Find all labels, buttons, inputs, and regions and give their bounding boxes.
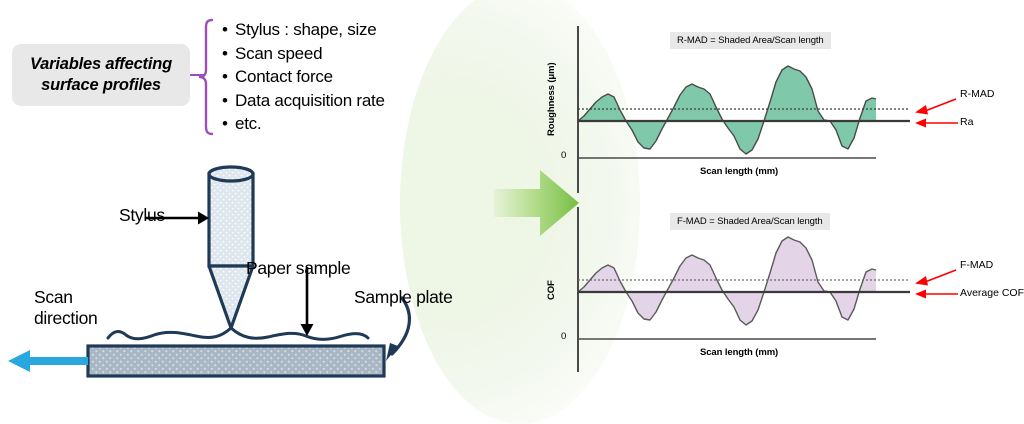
bullet-text: Contact force: [235, 67, 333, 86]
paper-sample-label-arrow-icon: [300, 267, 314, 336]
bullet-text: Scan speed: [235, 43, 323, 63]
process-arrow-icon: [494, 170, 579, 236]
stylus-body: [207, 165, 255, 330]
fmad-arrow-icon: [915, 269, 957, 286]
roughness-area-fill: [578, 66, 876, 154]
variables-box-line1: Variables affecting: [29, 55, 172, 74]
label-sample-plate: Sample plate: [354, 287, 453, 307]
rmad-arrow-icon: [915, 98, 957, 115]
label-f-mad: F-MAD: [960, 259, 994, 271]
stylus-label-arrow-icon: [145, 211, 209, 225]
bullet-text: Stylus : shape, size: [235, 20, 377, 39]
variables-affecting-box: Variables affecting surface profiles: [12, 44, 190, 106]
chart-cof-zero-tick: 0: [561, 331, 567, 342]
bullet-dot-icon: •: [222, 114, 228, 133]
curly-brace-icon: [198, 18, 214, 136]
list-item: • Contact force: [222, 65, 452, 89]
chart-roughness: Roughness (μm) R-MAD = Shaded Area/Scan …: [530, 8, 1024, 198]
chart-roughness-note: R-MAD = Shaded Area/Scan length: [670, 32, 831, 49]
list-item: • Stylus : shape, size: [222, 18, 452, 42]
chart-roughness-plot: [577, 26, 910, 193]
variables-box-text: Variables affecting surface profiles: [30, 54, 172, 95]
stylus-profilometer-schematic: [8, 165, 411, 378]
chart-cof-markers: [915, 269, 958, 299]
paper-sample-surface: [106, 326, 370, 341]
chart-cof-xlabel: Scan length (mm): [700, 347, 779, 358]
figure-root: Variables affecting surface profiles • S…: [8, 0, 1024, 424]
list-item: • Scan speed: [222, 42, 452, 66]
bullet-text: etc.: [235, 114, 262, 133]
chart-cof: COF F-MAD = Shaded Area/Scan length 0 Sc…: [530, 200, 1024, 390]
label-stylus: Stylus: [119, 205, 165, 225]
bullet-text: Data acquisition rate: [235, 90, 385, 110]
brace-stem: [190, 74, 204, 76]
label-paper-sample: Paper sample: [246, 258, 351, 278]
sample-plate: [86, 344, 386, 378]
scan-direction-line2: direction: [34, 308, 98, 328]
bullet-dot-icon: •: [222, 20, 228, 39]
average-cof-arrow-icon: [915, 289, 958, 299]
label-scan-direction: Scan direction: [34, 287, 129, 329]
label-r-mad: R-MAD: [960, 88, 995, 100]
list-item: • etc.: [222, 112, 452, 136]
chart-cof-note: F-MAD = Shaded Area/Scan length: [670, 213, 830, 230]
chart-roughness-markers: [915, 98, 958, 128]
ra-arrow-icon: [915, 118, 958, 128]
bullet-dot-icon: •: [222, 67, 228, 86]
bullet-dot-icon: •: [222, 90, 228, 110]
label-average-cof: Average COF: [960, 287, 1024, 299]
sample-plate-label-arrow-icon: [386, 296, 411, 361]
variables-box-line2: surface profiles: [41, 76, 161, 94]
scan-direction-line1: Scan: [34, 287, 73, 307]
chart-roughness-zero-tick: 0: [561, 150, 567, 161]
scan-direction-arrow: [8, 350, 88, 372]
roughness-profile-curve: [577, 65, 877, 155]
cof-area-fill: [578, 237, 876, 325]
chart-roughness-xlabel: Scan length (mm): [700, 166, 779, 177]
list-item: • Data acquisition rate: [222, 89, 452, 113]
bullet-dot-icon: •: [222, 43, 228, 63]
chart-cof-plot: [577, 207, 910, 372]
label-ra: Ra: [960, 116, 974, 128]
cof-profile-curve: [577, 236, 877, 326]
variables-bullet-list: • Stylus : shape, size • Scan speed • Co…: [222, 18, 452, 136]
